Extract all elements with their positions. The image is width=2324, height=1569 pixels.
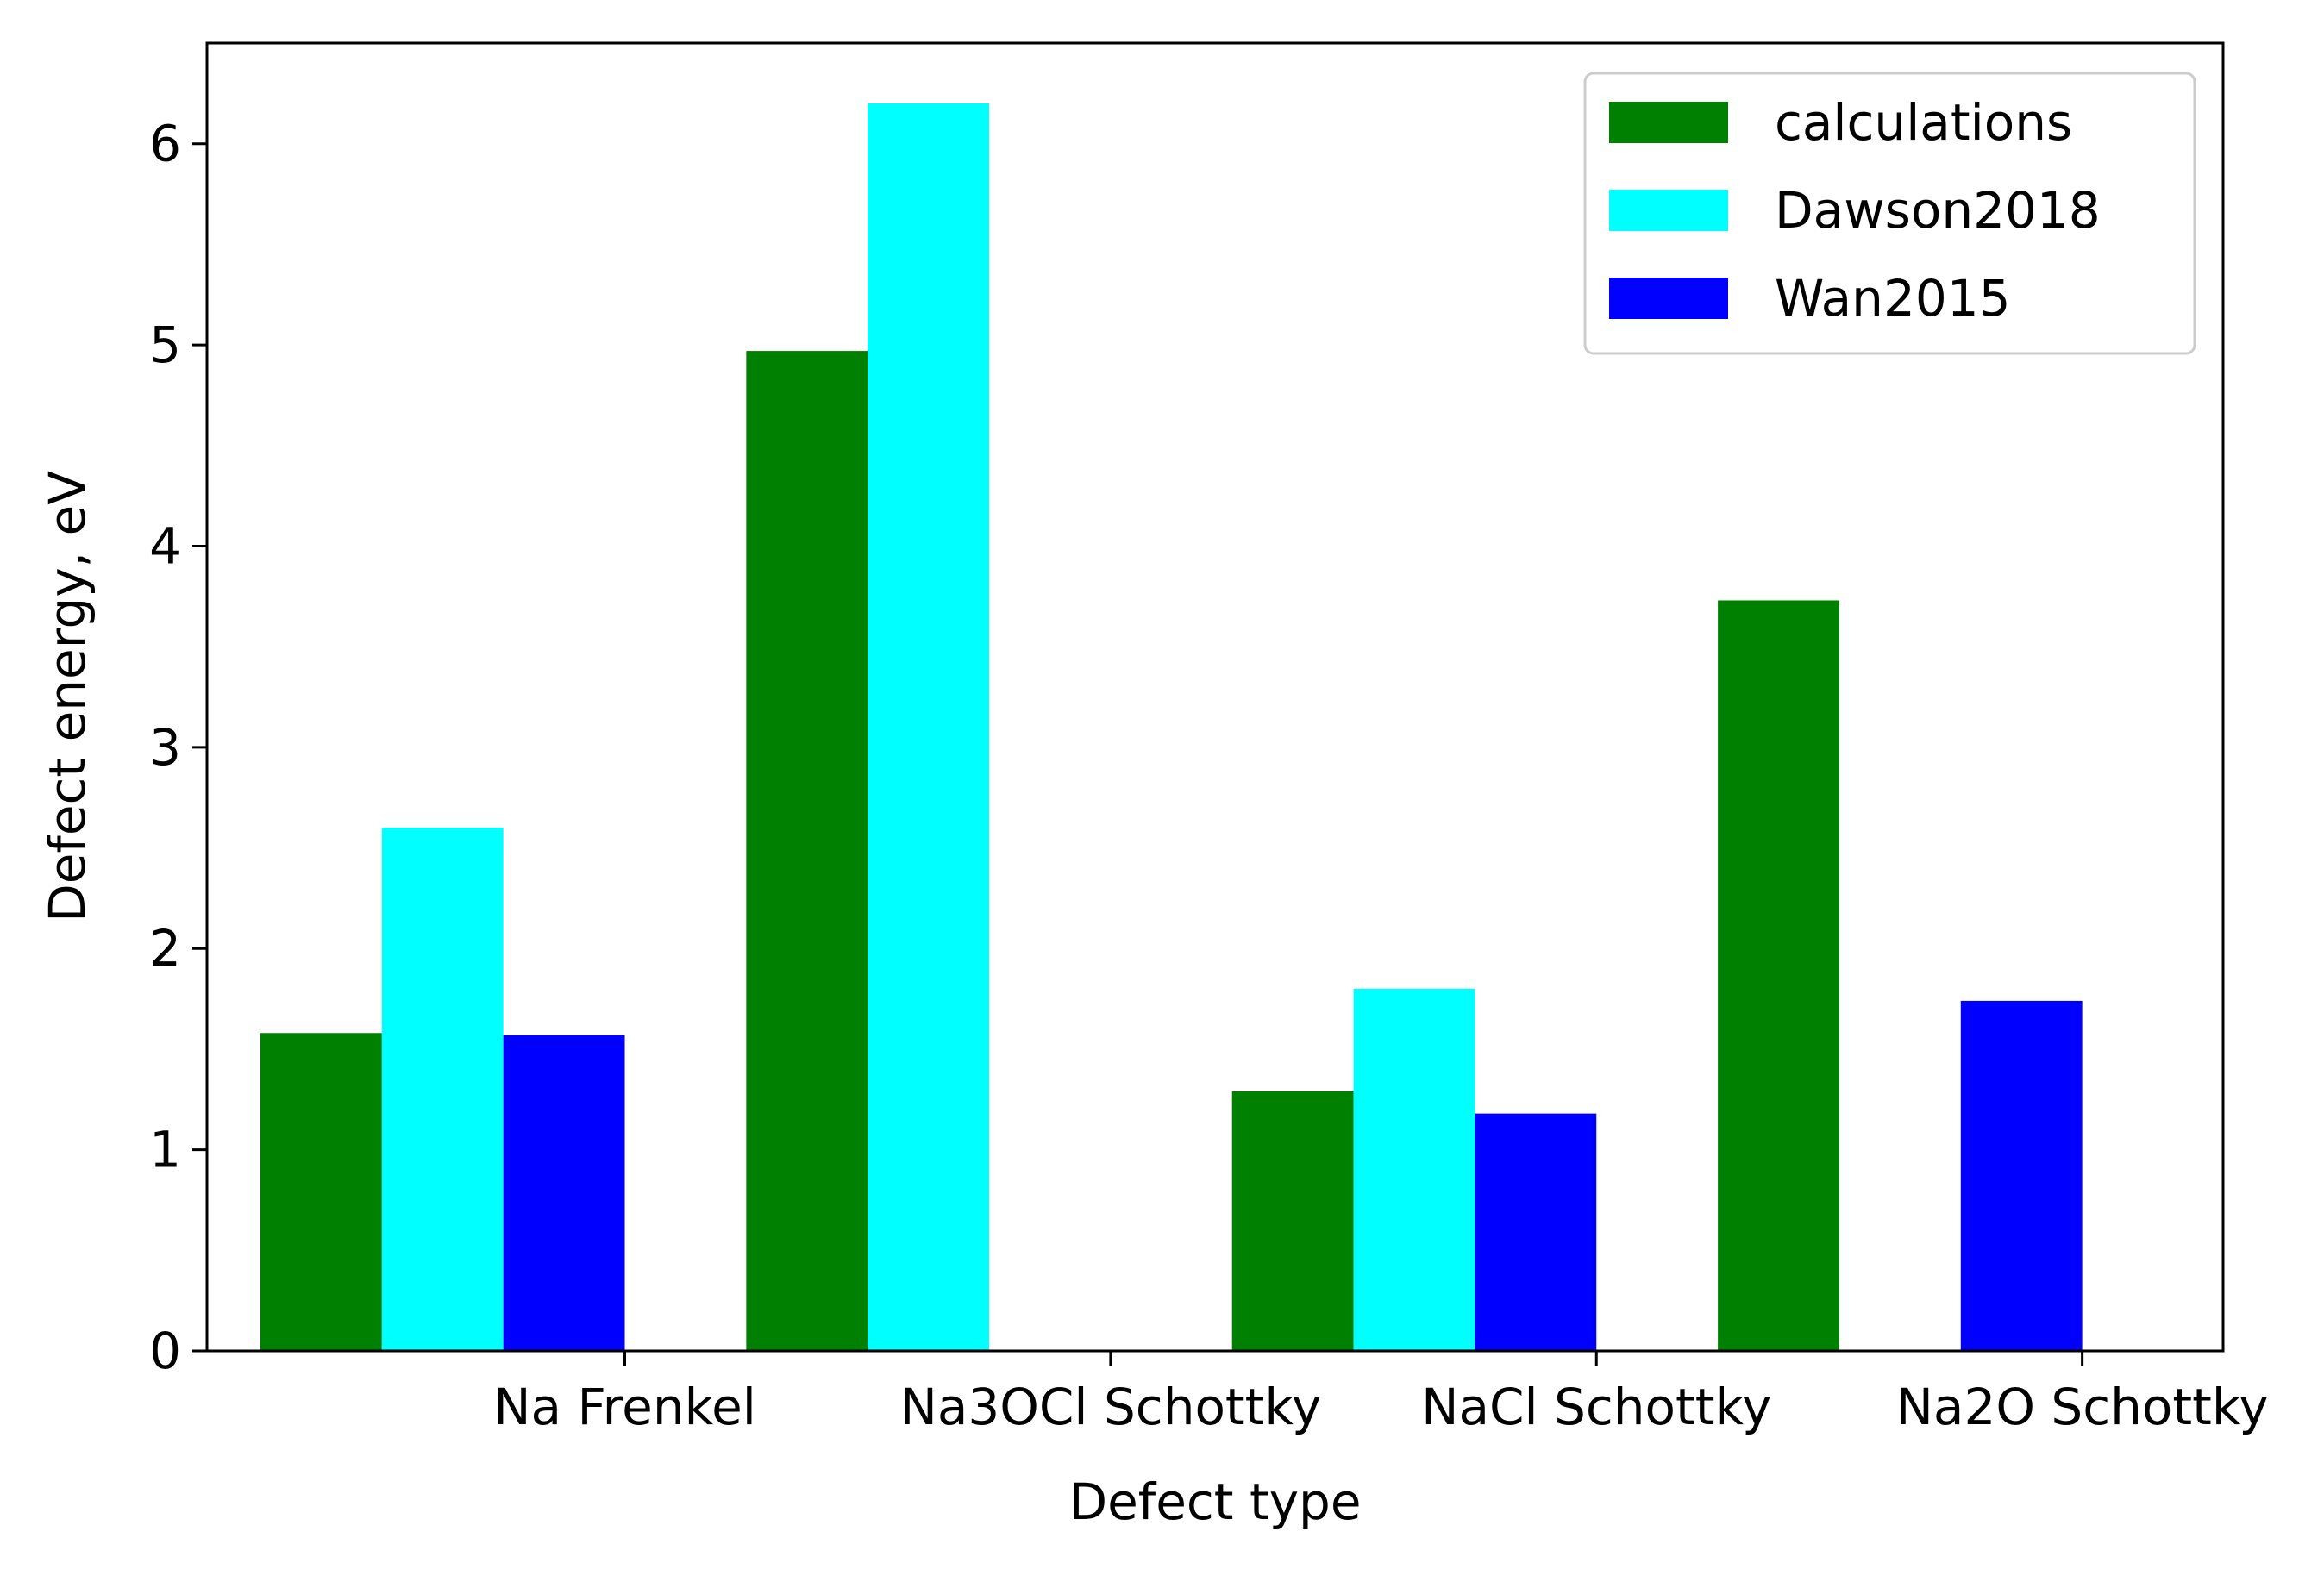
y-axis: 0 1 2 3 4 5 6 xyxy=(149,115,207,1380)
bar-calculations-na3ocl-schottky xyxy=(746,351,868,1351)
bar-dawson2018-nacl-schottky xyxy=(1353,988,1475,1351)
y-tick-label: 1 xyxy=(149,1121,181,1179)
legend-frame xyxy=(1583,72,2196,355)
y-tick-label: 0 xyxy=(149,1322,181,1380)
y-tick-label: 4 xyxy=(149,516,181,575)
x-axis: Na Frenkel Na3OCl Schottky NaCl Schottky Na… xyxy=(493,1351,2269,1436)
bar-calculations-na-frenkel xyxy=(260,1033,382,1351)
x-tick-label-na3ocl-schottky: Na3OCl Schottky xyxy=(899,1378,1321,1436)
legend-label-dawson2018: Dawson2018 xyxy=(1775,181,2101,240)
x-tick-label-na-frenkel: Na Frenkel xyxy=(493,1378,756,1436)
y-tick-label: 3 xyxy=(149,718,181,777)
bar-dawson2018-na3ocl-schottky xyxy=(868,103,990,1351)
plot-frame xyxy=(205,41,2225,1353)
legend-swatch-wan2015 xyxy=(1609,278,1728,319)
bars xyxy=(260,103,2083,1351)
bar-calculations-nacl-schottky xyxy=(1231,1091,1354,1351)
y-axis-label: Defect energy, eV xyxy=(38,471,97,922)
bar-wan2015-nacl-schottky xyxy=(1475,1113,1597,1351)
x-tick-label-nacl-schottky: NaCl Schottky xyxy=(1421,1378,1771,1436)
legend-swatch-dawson2018 xyxy=(1609,190,1728,231)
x-tick-label-na2o-schottky: Na2O Schottky xyxy=(1896,1378,2269,1436)
legend-label-calculations: calculations xyxy=(1775,93,2072,152)
bar-dawson2018-na-frenkel xyxy=(381,828,504,1351)
legend-swatch-calculations xyxy=(1609,102,1728,143)
bar-wan2015-na-frenkel xyxy=(503,1035,625,1351)
y-tick-label: 2 xyxy=(149,919,181,978)
legend-label-wan2015: Wan2015 xyxy=(1775,269,2011,328)
legend: calculations Dawson2018 Wan2015 xyxy=(1583,72,2196,355)
y-tick-label: 6 xyxy=(149,115,181,173)
y-tick-label: 5 xyxy=(149,316,181,374)
bar-calculations-na2o-schottky xyxy=(1718,600,1839,1351)
x-axis-label: Defect type xyxy=(1068,1472,1361,1531)
bar-wan2015-na2o-schottky xyxy=(1960,1000,2083,1351)
